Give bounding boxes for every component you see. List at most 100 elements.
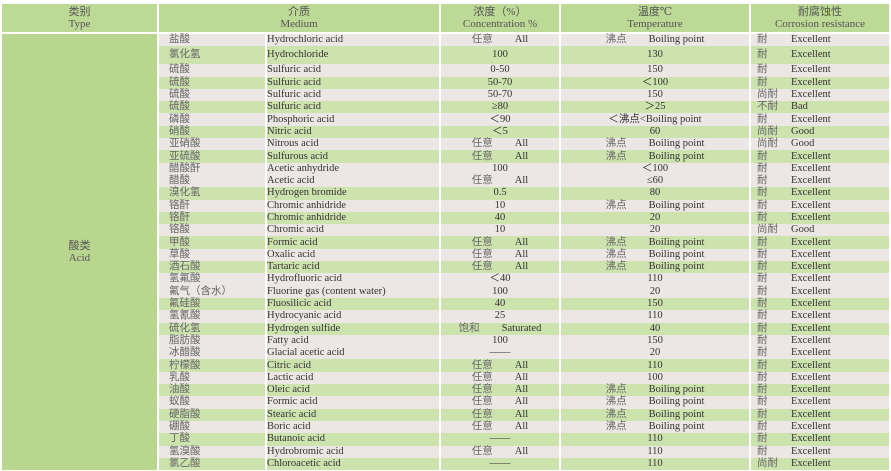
concentration-cell: 10 [440,224,561,237]
resistance-cell: 耐 Excellent [750,76,889,89]
temperature-cell-value: Boiling point [648,199,705,211]
medium-en-cell: Hydrogen bromide [266,187,441,200]
resistance-en: Excellent [791,261,831,273]
temperature-cell-value: Boiling point [648,236,705,248]
concentration-cell-cn: 任意 [471,175,493,187]
medium-cn-cell: 氟硅酸 [158,297,267,311]
concentration-cell-cn: 任意 [471,359,493,371]
medium-en-cell: Sulfuric acid [266,64,441,77]
resistance-cn: 耐 [757,199,768,211]
temperature-cell: 110 [560,273,751,286]
concentration-cell: 任意 All [440,384,561,397]
temperature-cell-value: ＞25 [644,101,666,113]
table-row: 酸类 Acid 盐酸 Hydrochloric acid 任意 All 沸点 Boiling … [2,33,889,471]
table-row: 硫酸 Sulfuric acid 0-50 150 耐 Excellent [2,64,889,77]
temperature-cell-value: 60 [649,125,661,137]
concentration-cell-value: All [514,359,529,371]
concentration-cell: 任意 All [440,248,561,262]
medium-en-cell: Citric acid [266,359,441,372]
header-type-en: Type [68,18,91,30]
temperature-cell-value: 150 [647,334,663,346]
resistance-en: Excellent [791,433,831,445]
medium-en-cell: Tartaric acid [266,261,441,274]
temperature-cell: 40 [560,322,751,335]
medium-cn-cell: 盐酸 [158,33,267,47]
temperature-cell: ＞25 [560,101,751,114]
concentration-cell: 0-50 [440,64,561,77]
resistance-cn: 耐 [757,334,768,346]
medium-en-cell: Chromic anhidride [266,199,441,212]
temperature-cell: 60 [560,125,751,139]
concentration-cell: ≥80 [440,101,561,114]
temperature-cell-cn: 沸点 [605,421,627,433]
medium-cn-cell: 脂肪酸 [158,334,267,348]
concentration-cell-cn: 任意 [471,421,493,433]
concentration-cell-value: All [514,150,529,162]
resistance-cell: 耐 Excellent [750,371,889,385]
temperature-cell: 沸点 Boiling point [560,150,751,163]
resistance-cell: 耐 Excellent [750,285,889,298]
header-concentration: 浓度（%） Concentration % [440,4,561,34]
concentration-cell-value: ＜40 [489,273,511,285]
concentration-cell-cn: 任意 [471,261,493,273]
header-temp-cn: 温度℃ [637,6,673,18]
header-medium-cn: 介质 [288,6,310,18]
resistance-en: Good [791,224,815,236]
resistance-cell: 尚耐 Good [750,125,889,139]
concentration-cell: 任意 All [440,261,561,274]
resistance-cn: 尚耐 [757,457,778,469]
resistance-en: Excellent [791,212,831,223]
resistance-cell: 耐 Excellent [750,33,889,47]
resistance-cell: 耐 Excellent [750,211,889,225]
temperature-cell-value: 150 [647,89,663,101]
header-conc-cn: 浓度（%） [473,6,527,18]
concentration-cell-value: —— [489,433,511,445]
temperature-cell-value: Boiling point [648,261,705,273]
concentration-cell: ＜5 [440,125,561,139]
medium-en-cell: Butanoic acid [266,433,441,446]
temperature-cell-value: Boiling point [648,248,705,260]
concentration-cell: 10 [440,199,561,212]
resistance-cn: 耐 [757,162,768,174]
temperature-cell: 150 [560,64,751,77]
temperature-cell: 150 [560,297,751,311]
table-row: 丁酸 Butanoic acid —— 110 耐 Excellent [2,433,889,446]
table-row: 硫酸 Sulfuric acid 50-70 150 尚耐 Excellent [2,88,889,102]
temperature-cell: 20 [560,285,751,298]
temperature-cell-value: 110 [647,457,663,469]
temperature-cell: 110 [560,445,751,458]
medium-en-cell: Sulfuric acid [266,88,441,102]
medium-en-cell: Fluosilicic acid [266,297,441,311]
resistance-cn: 尚耐 [757,89,778,101]
concentration-cell: 任意 All [440,150,561,163]
concentration-cell-cn: 饱和 [458,322,480,334]
medium-en-cell: Hydrogen sulfide [266,322,441,335]
resistance-cn: 耐 [757,322,768,334]
temperature-cell: 沸点 Boiling point [560,384,751,397]
concentration-cell-value: All [514,445,529,457]
medium-cn-cell: 氯化氢 [158,46,267,65]
concentration-cell: 任意 All [440,408,561,421]
concentration-cell-value: 100 [492,162,508,174]
type-cell: 酸类 Acid [2,33,159,471]
temperature-cell-value: 150 [647,298,663,310]
resistance-en: Excellent [791,113,831,125]
temperature-cell-cn: 沸点 [605,261,627,273]
table-row: 脂肪酸 Fatty acid 100 150 耐 Excellent [2,334,889,348]
resistance-cell: 耐 Excellent [750,445,889,458]
temperature-cell: 沸点 Boiling point [560,138,751,151]
medium-cn-cell: 醋酸 [158,174,267,188]
table-row: 草酸 Oxalic acid 任意 All 沸点 Boiling point 耐 Excell… [2,248,889,262]
temperature-cell: ＜100 [560,76,751,89]
corrosion-table-container: 类别 Type 介质 Medium 浓度（%） Concentration % 温度℃… [2,4,889,471]
resistance-en: Excellent [791,273,831,285]
temperature-cell: 沸点 Boiling point [560,248,751,262]
header-res-en: Corrosion resistance [774,18,866,30]
resistance-en: Excellent [791,396,831,408]
header-resistance: 耐腐蚀性 Corrosion resistance [750,4,889,34]
table-row: 醋酸酐 Acetic anhydride 100 ＜100 耐 Excellent [2,162,889,175]
medium-cn-cell: 硫化氢 [158,322,267,335]
temperature-cell: 150 [560,334,751,348]
medium-en-cell: Nitric acid [266,125,441,139]
concentration-cell: —— [440,347,561,360]
